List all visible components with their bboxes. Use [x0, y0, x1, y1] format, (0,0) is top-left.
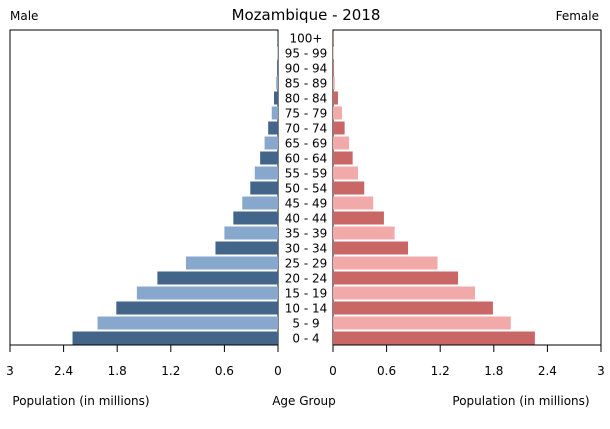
age-group-tick-label: 30 - 34: [285, 242, 328, 256]
male-bar-15-19: [137, 287, 278, 300]
female-bar-40-44: [333, 212, 384, 225]
male-bar-60-64: [260, 152, 278, 165]
female-bar-45-49: [333, 197, 373, 210]
male-bar-70-74: [268, 122, 278, 135]
female-bar-50-54: [333, 182, 364, 195]
male-x-tick-label: 0: [274, 364, 282, 378]
female-bar-15-19: [333, 287, 475, 300]
chart-title: Mozambique - 2018: [232, 6, 381, 24]
male-bar-65-69: [265, 137, 278, 150]
age-group-tick-label: 25 - 29: [285, 257, 328, 271]
female-bar-80-84: [333, 92, 338, 105]
female-bar-70-74: [333, 122, 345, 135]
male-bar-0-4: [73, 332, 278, 345]
female-bar-85-89: [333, 77, 335, 90]
male-x-tick-label: 0.6: [215, 364, 234, 378]
age-group-tick-label: 35 - 39: [285, 227, 328, 241]
female-x-tick-label: 3: [597, 364, 605, 378]
age-group-tick-label: 45 - 49: [285, 197, 328, 211]
male-x-axis-label: Population (in millions): [12, 394, 149, 408]
female-bar-60-64: [333, 152, 353, 165]
male-x-tick-label: 1.8: [108, 364, 127, 378]
female-bar-65-69: [333, 137, 349, 150]
female-bar-5-9: [333, 317, 511, 330]
male-bar-85-89: [276, 77, 278, 90]
age-group-tick-label: 90 - 94: [285, 62, 328, 76]
age-group-tick-label: 20 - 24: [285, 272, 328, 286]
female-x-tick-label: 2.4: [538, 364, 557, 378]
female-bar-0-4: [333, 332, 535, 345]
female-x-tick-label: 1.8: [484, 364, 503, 378]
age-group-tick-label: 40 - 44: [285, 212, 328, 226]
female-x-tick-label: 1.2: [431, 364, 450, 378]
male-bar-35-39: [224, 227, 278, 240]
male-bar-90-94: [277, 62, 278, 75]
male-label: Male: [10, 9, 38, 23]
female-bar-20-24: [333, 272, 458, 285]
age-group-tick-label: 10 - 14: [285, 302, 328, 316]
male-bar-20-24: [157, 272, 278, 285]
age-group-tick-label: 85 - 89: [285, 77, 328, 91]
age-group-tick-label: 0 - 4: [292, 332, 319, 346]
age-group-tick-label: 15 - 19: [285, 287, 328, 301]
age-group-tick-label: 75 - 79: [285, 107, 328, 121]
female-x-axis-label: Population (in millions): [452, 394, 589, 408]
age-group-tick-label: 5 - 9: [292, 317, 319, 331]
age-group-tick-label: 50 - 54: [285, 182, 328, 196]
age-group-label: Age Group: [272, 394, 336, 408]
age-group-tick-label: 70 - 74: [285, 122, 328, 136]
male-bar-75-79: [272, 107, 278, 120]
female-label: Female: [556, 9, 599, 23]
male-bar-10-14: [116, 302, 278, 315]
age-group-tick-label: 65 - 69: [285, 137, 328, 151]
male-x-tick-label: 3: [6, 364, 14, 378]
male-bar-55-59: [255, 167, 278, 180]
male-bar-30-34: [215, 242, 278, 255]
age-group-tick-label: 55 - 59: [285, 167, 328, 181]
female-bar-55-59: [333, 167, 358, 180]
male-x-tick-label: 2.4: [54, 364, 73, 378]
female-x-tick-label: 0.6: [377, 364, 396, 378]
female-bar-10-14: [333, 302, 493, 315]
male-bar-80-84: [274, 92, 278, 105]
male-bar-50-54: [250, 182, 278, 195]
male-bar-45-49: [242, 197, 278, 210]
age-group-tick-label: 80 - 84: [285, 92, 328, 106]
age-group-tick-label: 60 - 64: [285, 152, 328, 166]
male-bar-25-29: [186, 257, 278, 270]
female-bar-75-79: [333, 107, 342, 120]
female-bar-25-29: [333, 257, 438, 270]
male-x-tick-label: 1.2: [161, 364, 180, 378]
female-bar-35-39: [333, 227, 395, 240]
female-bar-90-94: [333, 62, 334, 75]
female-bar-30-34: [333, 242, 408, 255]
female-x-tick-label: 0: [329, 364, 337, 378]
age-group-tick-label: 100+: [290, 32, 323, 46]
male-bar-40-44: [233, 212, 278, 225]
male-bar-5-9: [98, 317, 278, 330]
age-group-tick-label: 95 - 99: [285, 47, 328, 61]
